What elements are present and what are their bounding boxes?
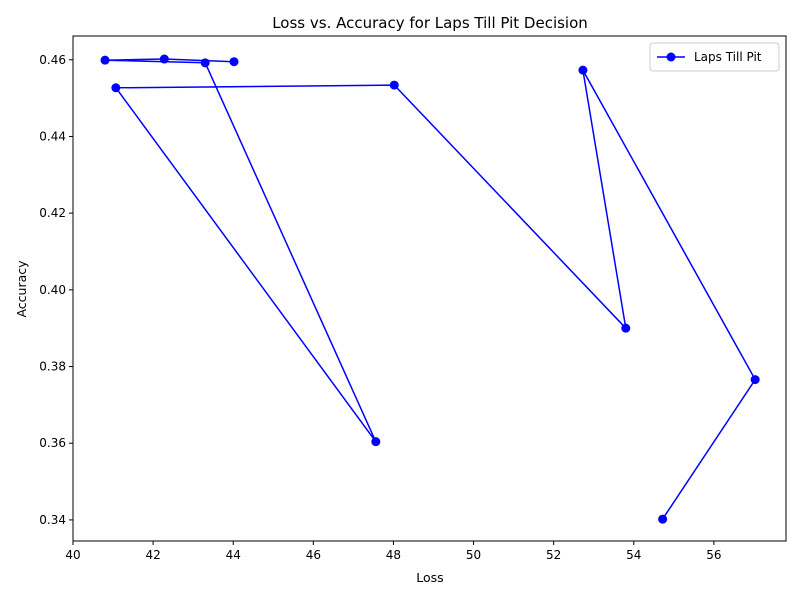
x-tick-label: 42 [145, 548, 160, 562]
legend-box [649, 42, 780, 72]
plot-area [100, 54, 760, 524]
x-tick-label: 50 [466, 548, 481, 562]
legend: Laps Till Pit [649, 42, 780, 72]
data-point [621, 323, 631, 333]
y-tick-label: 0.40 [39, 283, 66, 297]
data-point [111, 83, 121, 93]
y-axis: 0.34 0.36 0.38 0.40 0.42 0.44 0.46 [39, 53, 73, 527]
y-tick-label: 0.34 [39, 513, 66, 527]
x-tick-label: 46 [306, 548, 321, 562]
y-tick-label: 0.36 [39, 436, 66, 450]
y-tick-label: 0.38 [39, 360, 66, 374]
y-tick-label: 0.44 [39, 129, 66, 143]
y-tick-label: 0.46 [39, 53, 66, 67]
data-point [159, 54, 169, 64]
data-point [200, 58, 210, 68]
legend-entry-laps-till-pit: Laps Till Pit [694, 50, 762, 64]
x-tick-label: 40 [65, 548, 80, 562]
x-axis: 40 42 44 46 48 50 52 54 56 [65, 541, 722, 562]
data-point [389, 80, 399, 90]
x-axis-label: Loss [416, 570, 443, 585]
x-tick-label: 44 [226, 548, 241, 562]
data-point [578, 65, 588, 75]
x-tick-label: 54 [626, 548, 641, 562]
x-tick-label: 56 [706, 548, 721, 562]
legend-marker-swatch [666, 52, 676, 62]
x-tick-label: 48 [386, 548, 401, 562]
data-point [100, 55, 110, 65]
y-tick-label: 0.42 [39, 206, 66, 220]
data-point [750, 375, 760, 385]
data-point [229, 57, 239, 67]
x-tick-label: 52 [546, 548, 561, 562]
chart-title: Loss vs. Accuracy for Laps Till Pit Deci… [272, 14, 588, 32]
y-axis-label: Accuracy [14, 260, 29, 318]
data-point [371, 437, 381, 447]
data-point [658, 514, 668, 524]
plot-frame [72, 35, 787, 542]
